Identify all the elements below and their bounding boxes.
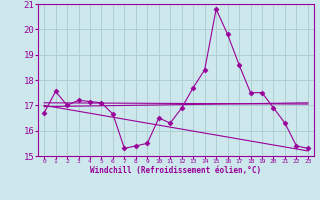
X-axis label: Windchill (Refroidissement éolien,°C): Windchill (Refroidissement éolien,°C) xyxy=(91,166,261,175)
